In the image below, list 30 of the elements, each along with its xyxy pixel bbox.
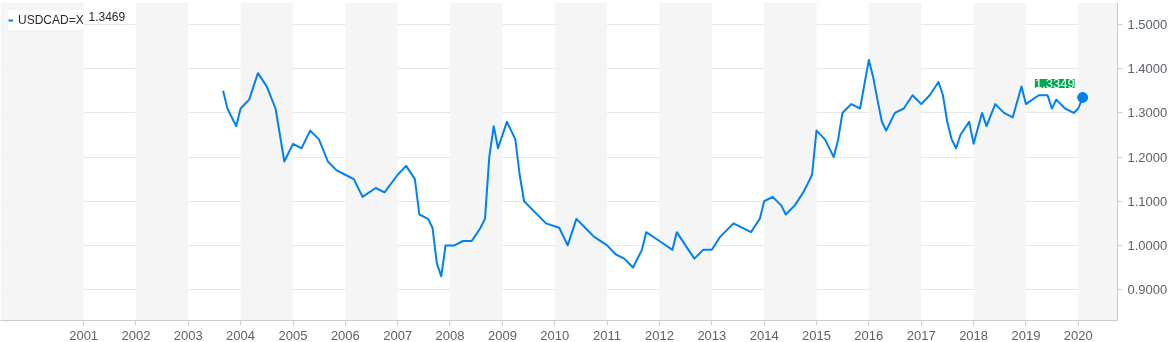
x-tick-label: 2003	[173, 327, 203, 342]
y-tick-label: 0.9000	[1127, 282, 1168, 298]
x-tick-label: 2005	[278, 327, 308, 342]
x-tick-label: 2006	[330, 327, 360, 342]
y-tick-label: 1.3000	[1127, 105, 1168, 121]
y-tick-label: 1.0000	[1127, 237, 1168, 253]
x-tick-label: 2001	[69, 327, 99, 342]
legend-label: USDCAD=X	[18, 13, 84, 27]
x-tick-label: 2004	[226, 327, 256, 342]
y-tick-label: 1.2000	[1127, 149, 1168, 165]
annotation: 1.3469	[88, 10, 126, 24]
x-tick-label: 2015	[802, 327, 831, 342]
x-tick-label: 2019	[1011, 327, 1041, 342]
x-tick-label: 2016	[854, 327, 884, 342]
x-tick-label: 2009	[487, 327, 517, 342]
x-tick-label: 2018	[959, 327, 989, 342]
x-tick-label: 2017	[906, 327, 936, 342]
x-tick-label: 2002	[121, 327, 151, 342]
y-tick-label: 1.1000	[1127, 193, 1168, 209]
y-tick-label: 1.4000	[1127, 61, 1168, 77]
x-tick-label: 2010	[540, 327, 570, 342]
x-tick-label: 2014	[749, 327, 779, 342]
x-tick-label: 2013	[697, 327, 727, 342]
x-tick-label: 2020	[1063, 327, 1093, 342]
y-tick-label: 1.5000	[1127, 17, 1168, 33]
x-tick-label: 2011	[593, 327, 622, 342]
x-tick-label: 2008	[435, 327, 465, 342]
annotation: 1.3349	[1034, 76, 1075, 91]
x-tick-label: 2007	[383, 327, 413, 342]
x-tick-label: 2012	[644, 327, 674, 342]
